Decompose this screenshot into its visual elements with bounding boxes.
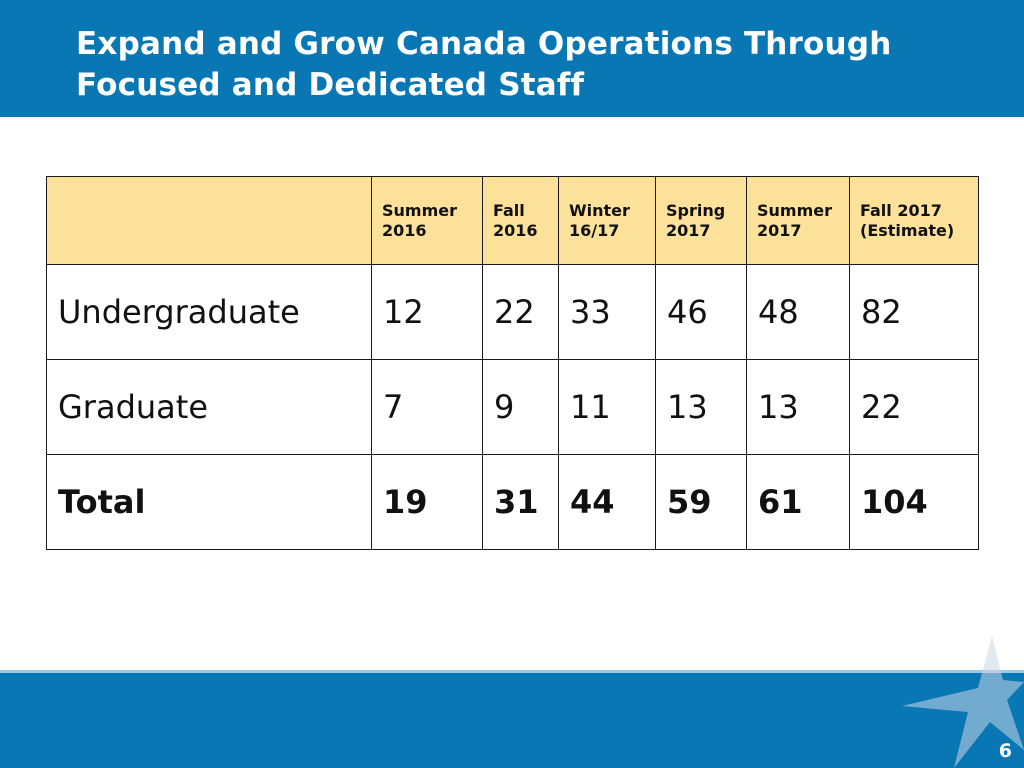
table-cell: 33 [558, 264, 656, 360]
table-cell: 13 [746, 359, 850, 455]
column-header: Spring 2017 [655, 176, 747, 265]
table-cell: 19 [371, 454, 483, 550]
title-bar [0, 0, 1024, 117]
table-header-row: Summer 2016 Fall 2016 Winter 16/17 Spring 20… [46, 176, 979, 265]
column-header: Fall 2016 [482, 176, 559, 265]
footer-bar [0, 670, 1024, 768]
header-blank-cell [46, 176, 372, 265]
table-cell: 22 [482, 264, 559, 360]
star-watermark-icon [902, 636, 1024, 768]
column-header: Summer 2017 [746, 176, 850, 265]
table-cell: 104 [849, 454, 979, 550]
column-header: Fall 2017 (Estimate) [849, 176, 979, 265]
page-number: 6 [998, 740, 1012, 762]
table-cell: 13 [655, 359, 747, 455]
table-cell: 44 [558, 454, 656, 550]
table-cell: 12 [371, 264, 483, 360]
table-cell: 61 [746, 454, 850, 550]
table-cell: 31 [482, 454, 559, 550]
table-row-graduate: Graduate 7 9 11 13 13 22 [46, 359, 979, 455]
table-cell: 22 [849, 359, 979, 455]
table-row-undergraduate: Undergraduate 12 22 33 46 48 82 [46, 264, 979, 360]
table-cell: 82 [849, 264, 979, 360]
column-header: Summer 2016 [371, 176, 483, 265]
column-header: Winter 16/17 [558, 176, 656, 265]
row-label: Total [46, 454, 372, 550]
table-row-total: Total 19 31 44 59 61 104 [46, 454, 979, 550]
row-label: Undergraduate [46, 264, 372, 360]
slide-title: Expand and Grow Canada Operations Throug… [76, 26, 892, 103]
table-cell: 46 [655, 264, 747, 360]
table-cell: 48 [746, 264, 850, 360]
staff-table: Summer 2016 Fall 2016 Winter 16/17 Spring 20… [46, 176, 979, 550]
footer-divider [0, 670, 1024, 673]
row-label: Graduate [46, 359, 372, 455]
table-cell: 59 [655, 454, 747, 550]
table-cell: 9 [482, 359, 559, 455]
table-cell: 11 [558, 359, 656, 455]
table-cell: 7 [371, 359, 483, 455]
